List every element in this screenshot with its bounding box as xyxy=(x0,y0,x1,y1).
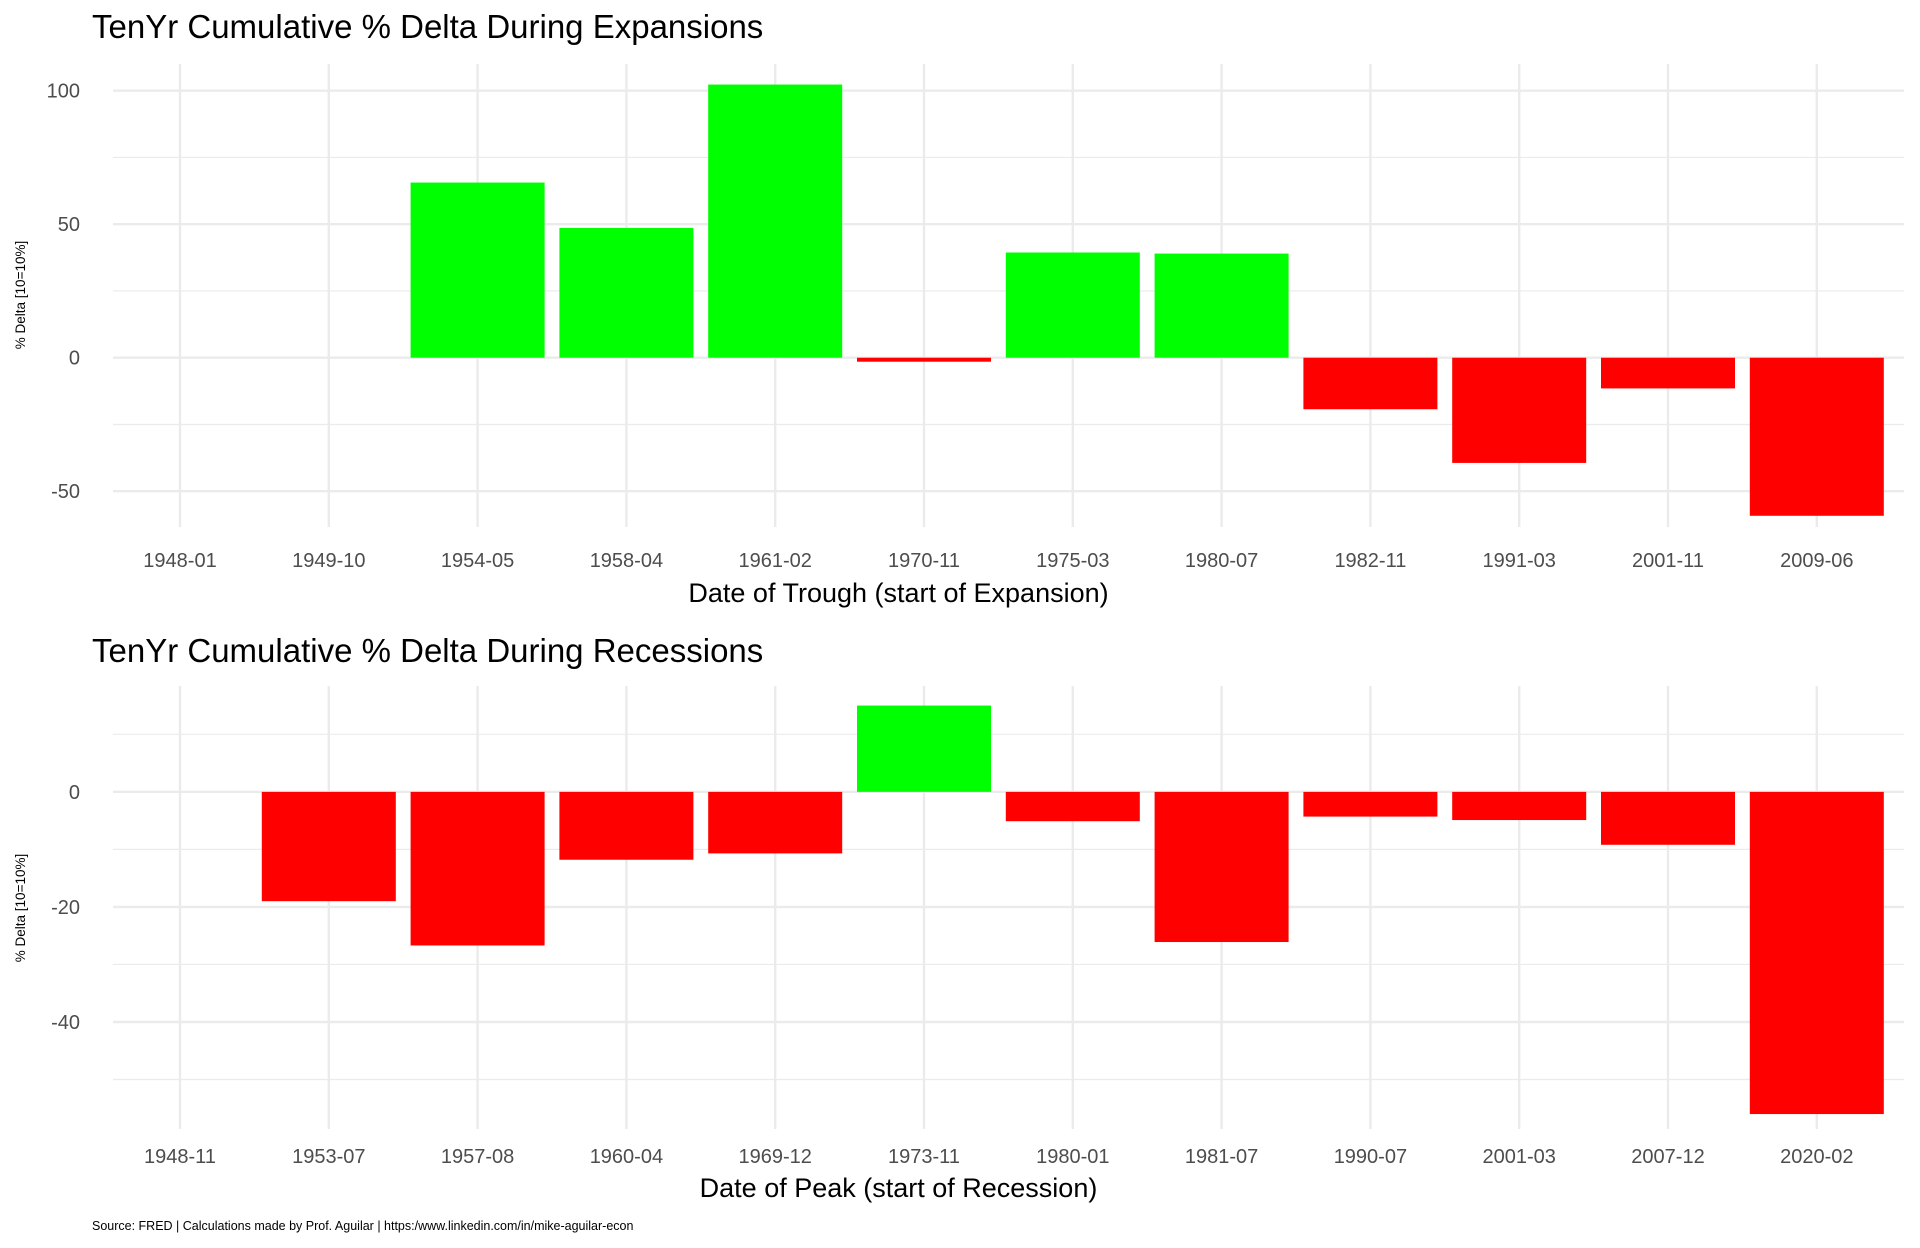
bar-1980-01 xyxy=(1005,791,1140,822)
bar-2020-02 xyxy=(1749,791,1884,1115)
x-tick-label: 1982-11 xyxy=(1334,550,1406,572)
x-tick-label: 1948-11 xyxy=(144,1146,216,1168)
x-tick-label: 1953-07 xyxy=(292,1146,365,1168)
x-tick-label: 1960-04 xyxy=(590,1146,663,1168)
x-tick-label: 1970-11 xyxy=(888,550,960,572)
bar-1990-07 xyxy=(1303,791,1438,817)
y-tick-label: -50 xyxy=(51,481,80,503)
y-tick-label: 0 xyxy=(69,782,80,804)
y-tick-label: 0 xyxy=(69,348,80,370)
x-tick-label: 1975-03 xyxy=(1036,550,1109,572)
y-tick-label: -40 xyxy=(51,1012,80,1034)
bar-1954-05 xyxy=(410,182,545,358)
y-tick-label: 100 xyxy=(47,81,80,103)
x-tick-label: 1980-01 xyxy=(1036,1146,1109,1168)
x-tick-label: 1980-07 xyxy=(1185,550,1258,572)
bar-1981-07 xyxy=(1154,791,1289,943)
x-tick-label: 1957-08 xyxy=(441,1146,514,1168)
bar-2009-06 xyxy=(1749,357,1884,516)
x-tick-label: 1954-05 xyxy=(441,550,514,572)
bar-1970-11 xyxy=(857,357,991,362)
x-tick-label: 1969-12 xyxy=(738,1146,811,1168)
x-tick-label: 2009-06 xyxy=(1780,550,1853,572)
x-tick-label: 1990-07 xyxy=(1334,1146,1407,1168)
y-tick-label: -20 xyxy=(51,897,80,919)
x-tick-label: 2020-02 xyxy=(1780,1146,1853,1168)
bar-1991-03 xyxy=(1452,357,1587,463)
x-tick-label: 1981-07 xyxy=(1185,1146,1258,1168)
x-tick-label: 2001-03 xyxy=(1482,1146,1555,1168)
x-axis-title: Date of Trough (start of Expansion) xyxy=(688,578,1108,608)
bar-2007-12 xyxy=(1601,791,1735,845)
y-axis-title: % Delta [10=10%] xyxy=(13,241,28,349)
chart-title: TenYr Cumulative % Delta During Recessio… xyxy=(92,632,763,669)
x-tick-label: 1948-01 xyxy=(143,550,216,572)
x-tick-label: 1973-11 xyxy=(888,1146,960,1168)
x-tick-label: 2001-11 xyxy=(1632,550,1704,572)
chart-title: TenYr Cumulative % Delta During Expansio… xyxy=(92,8,763,45)
bar-2001-11 xyxy=(1601,357,1735,389)
bar-1973-11 xyxy=(857,705,991,792)
bar-1958-04 xyxy=(559,227,694,358)
y-axis-title: % Delta [10=10%] xyxy=(13,854,28,962)
source-footer: Source: FRED | Calculations made by Prof… xyxy=(92,1219,633,1233)
bar-1982-11 xyxy=(1303,357,1438,410)
bar-1953-07 xyxy=(261,791,396,902)
x-tick-label: 1958-04 xyxy=(590,550,663,572)
bar-2001-03 xyxy=(1452,791,1587,821)
x-tick-label: 1949-10 xyxy=(292,550,365,572)
y-tick-label: 50 xyxy=(58,214,80,236)
bar-1961-02 xyxy=(708,84,843,358)
x-axis-title: Date of Peak (start of Recession) xyxy=(700,1173,1098,1203)
bar-1960-04 xyxy=(559,791,694,860)
bar-1975-03 xyxy=(1005,252,1140,358)
x-tick-label: 1961-02 xyxy=(738,550,811,572)
bar-1957-08 xyxy=(410,791,545,946)
bar-1980-07 xyxy=(1154,253,1289,358)
recessions-panel: -40 -20 0 1948-11 1953-07 1957-08 1960-04 1969-… xyxy=(13,632,1904,1203)
x-tick-label: 1991-03 xyxy=(1482,550,1555,572)
bar-1969-12 xyxy=(708,791,843,854)
x-tick-label: 2007-12 xyxy=(1631,1146,1704,1168)
expansions-panel: -50 0 50 100 1948-01 1949-10 1954-05 1958-04 196… xyxy=(13,8,1904,608)
